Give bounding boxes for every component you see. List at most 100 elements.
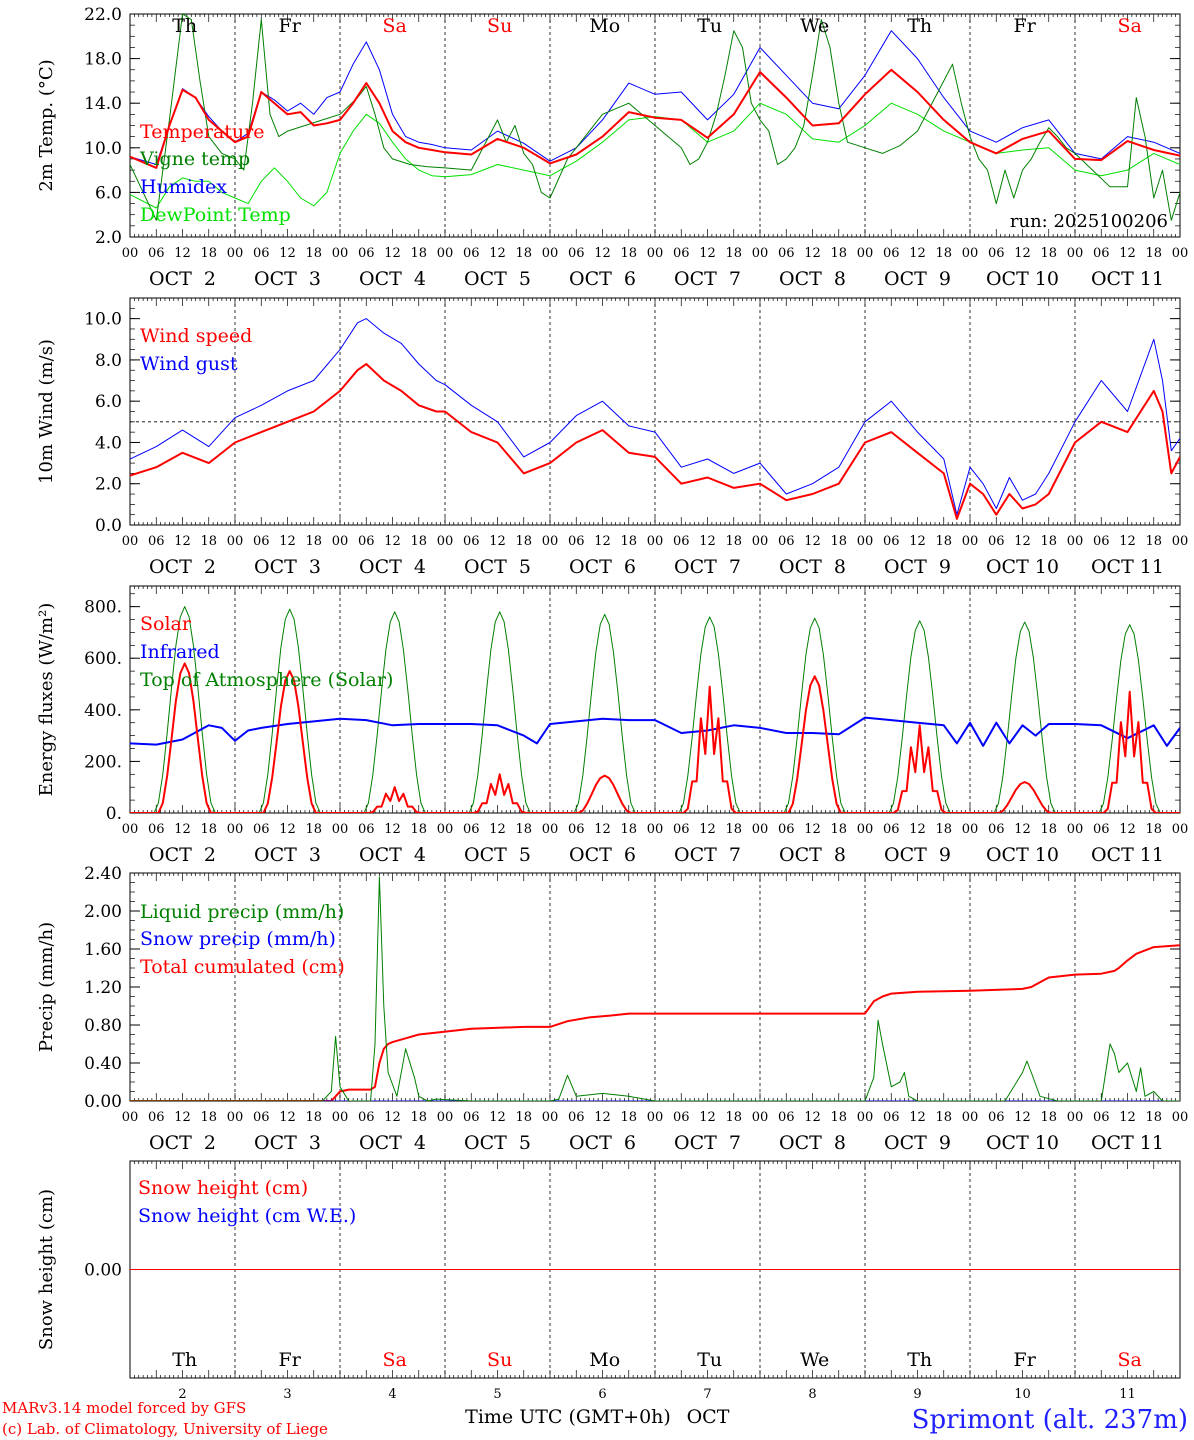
hour-label: 06: [463, 534, 480, 549]
hour-label: 06: [1093, 534, 1110, 549]
hour-label: 12: [384, 1110, 401, 1125]
hour-label: 12: [279, 534, 296, 549]
y-tick-label: 200.: [84, 752, 122, 772]
day-label: OCT 8: [779, 268, 846, 290]
series-line-top-of-atmosphere-solar: [130, 606, 1180, 813]
hour-label: 18: [725, 246, 742, 261]
hour-label: 00: [1067, 1110, 1084, 1125]
hour-label: 06: [358, 1110, 375, 1125]
hour-label: 18: [620, 246, 637, 261]
run-annotation: run: 2025100206: [1010, 211, 1168, 232]
hour-label: 06: [463, 1110, 480, 1125]
y-tick-label: 2.40: [84, 864, 122, 884]
y-tick-label: 400.: [84, 701, 122, 721]
weekday-label: Su: [487, 1349, 512, 1371]
hour-label: 06: [673, 822, 690, 837]
hour-label: 06: [778, 246, 795, 261]
hour-label: 12: [1119, 246, 1136, 261]
day-label: OCT 5: [464, 1132, 531, 1154]
hour-label: 06: [463, 822, 480, 837]
hour-label: 00: [122, 1110, 139, 1125]
legend-entry: Solar: [140, 613, 192, 635]
hour-label: 18: [200, 534, 217, 549]
weekday-label: We: [800, 1349, 829, 1371]
hour-label: 18: [515, 1110, 532, 1125]
day-label: OCT 11: [1091, 556, 1164, 578]
legend-entry: Snow precip (mm/h): [140, 928, 336, 950]
hour-label: 18: [1145, 1110, 1162, 1125]
y-tick-label: 2.0: [95, 475, 122, 495]
hour-label: 06: [778, 534, 795, 549]
hour-label: 00: [962, 1110, 979, 1125]
hour-label: 00: [332, 246, 349, 261]
y-tick-label: 0.: [106, 804, 122, 824]
y-tick-label: 0.00: [84, 1261, 122, 1281]
day-label: OCT 10: [986, 844, 1059, 866]
hour-label: 06: [883, 534, 900, 549]
hour-label: 12: [699, 822, 716, 837]
hour-label: 06: [988, 534, 1005, 549]
weekday-label: Mo: [589, 15, 620, 37]
hour-label: 00: [542, 822, 559, 837]
day-number: 4: [388, 1387, 396, 1402]
day-label: OCT 10: [986, 268, 1059, 290]
hour-label: 12: [909, 534, 926, 549]
hour-label: 06: [253, 534, 270, 549]
hour-label: 00: [647, 822, 664, 837]
y-axis-label: 10m Wind (m/s): [36, 339, 57, 484]
hour-label: 18: [725, 822, 742, 837]
hour-label: 18: [200, 246, 217, 261]
weekday-label: Sa: [383, 1349, 407, 1371]
hour-label: 12: [279, 1110, 296, 1125]
hour-label: 18: [305, 246, 322, 261]
hour-label: 12: [489, 1110, 506, 1125]
hour-label: 06: [358, 534, 375, 549]
hour-label: 12: [1119, 1110, 1136, 1125]
y-axis-label: Precip (mm/h): [36, 922, 57, 1052]
hour-label: 18: [725, 1110, 742, 1125]
hour-label: 18: [410, 246, 427, 261]
y-tick-label: 4.0: [95, 433, 122, 453]
panel-temp: 2.0 6.0 10.0 14.0 18.0 22.0 2m Temp. (°C) Tempe…: [36, 5, 1188, 290]
day-label: OCT 6: [569, 1132, 636, 1154]
hour-label: 12: [489, 822, 506, 837]
hour-label: 06: [148, 822, 165, 837]
hour-label: 12: [699, 534, 716, 549]
hour-label: 06: [568, 246, 585, 261]
series-line-temperature: [130, 68, 1180, 169]
series-line-wind-gust: [130, 318, 1180, 516]
day-label: OCT 3: [254, 1132, 321, 1154]
hour-label: 18: [305, 534, 322, 549]
y-axis-label: Snow height (cm): [36, 1189, 57, 1350]
hour-label: 00: [1067, 534, 1084, 549]
hour-label: 12: [1119, 822, 1136, 837]
day-number: 2: [178, 1387, 186, 1402]
y-tick-label: 18.0: [84, 50, 122, 70]
y-tick-label: 0.40: [84, 1054, 122, 1074]
hour-label: 12: [279, 246, 296, 261]
hour-label: 06: [1093, 246, 1110, 261]
y-axis-label: 2m Temp. (°C): [36, 59, 57, 191]
hour-label: 00: [122, 246, 139, 261]
hour-label: 00: [1067, 246, 1084, 261]
series-line-liquid-precip-mm-h: [130, 876, 1180, 1101]
hour-label: 06: [778, 822, 795, 837]
hour-label: 18: [1040, 534, 1057, 549]
hour-label: 12: [909, 246, 926, 261]
hour-label: 18: [1145, 534, 1162, 549]
hour-label: 18: [410, 534, 427, 549]
day-label: OCT 2: [149, 556, 216, 578]
day-label: OCT 6: [569, 268, 636, 290]
hour-label: 00: [647, 246, 664, 261]
weekday-label: Tu: [697, 1349, 722, 1371]
hour-label: 12: [489, 246, 506, 261]
hour-label: 06: [358, 822, 375, 837]
y-tick-label: 6.0: [95, 183, 122, 203]
hour-label: 06: [358, 246, 375, 261]
hour-label: 00: [437, 534, 454, 549]
weekday-label: Fr: [1014, 1349, 1037, 1371]
hour-label: 12: [699, 1110, 716, 1125]
hour-label: 06: [883, 1110, 900, 1125]
hour-label: 12: [594, 534, 611, 549]
hour-label: 12: [594, 246, 611, 261]
